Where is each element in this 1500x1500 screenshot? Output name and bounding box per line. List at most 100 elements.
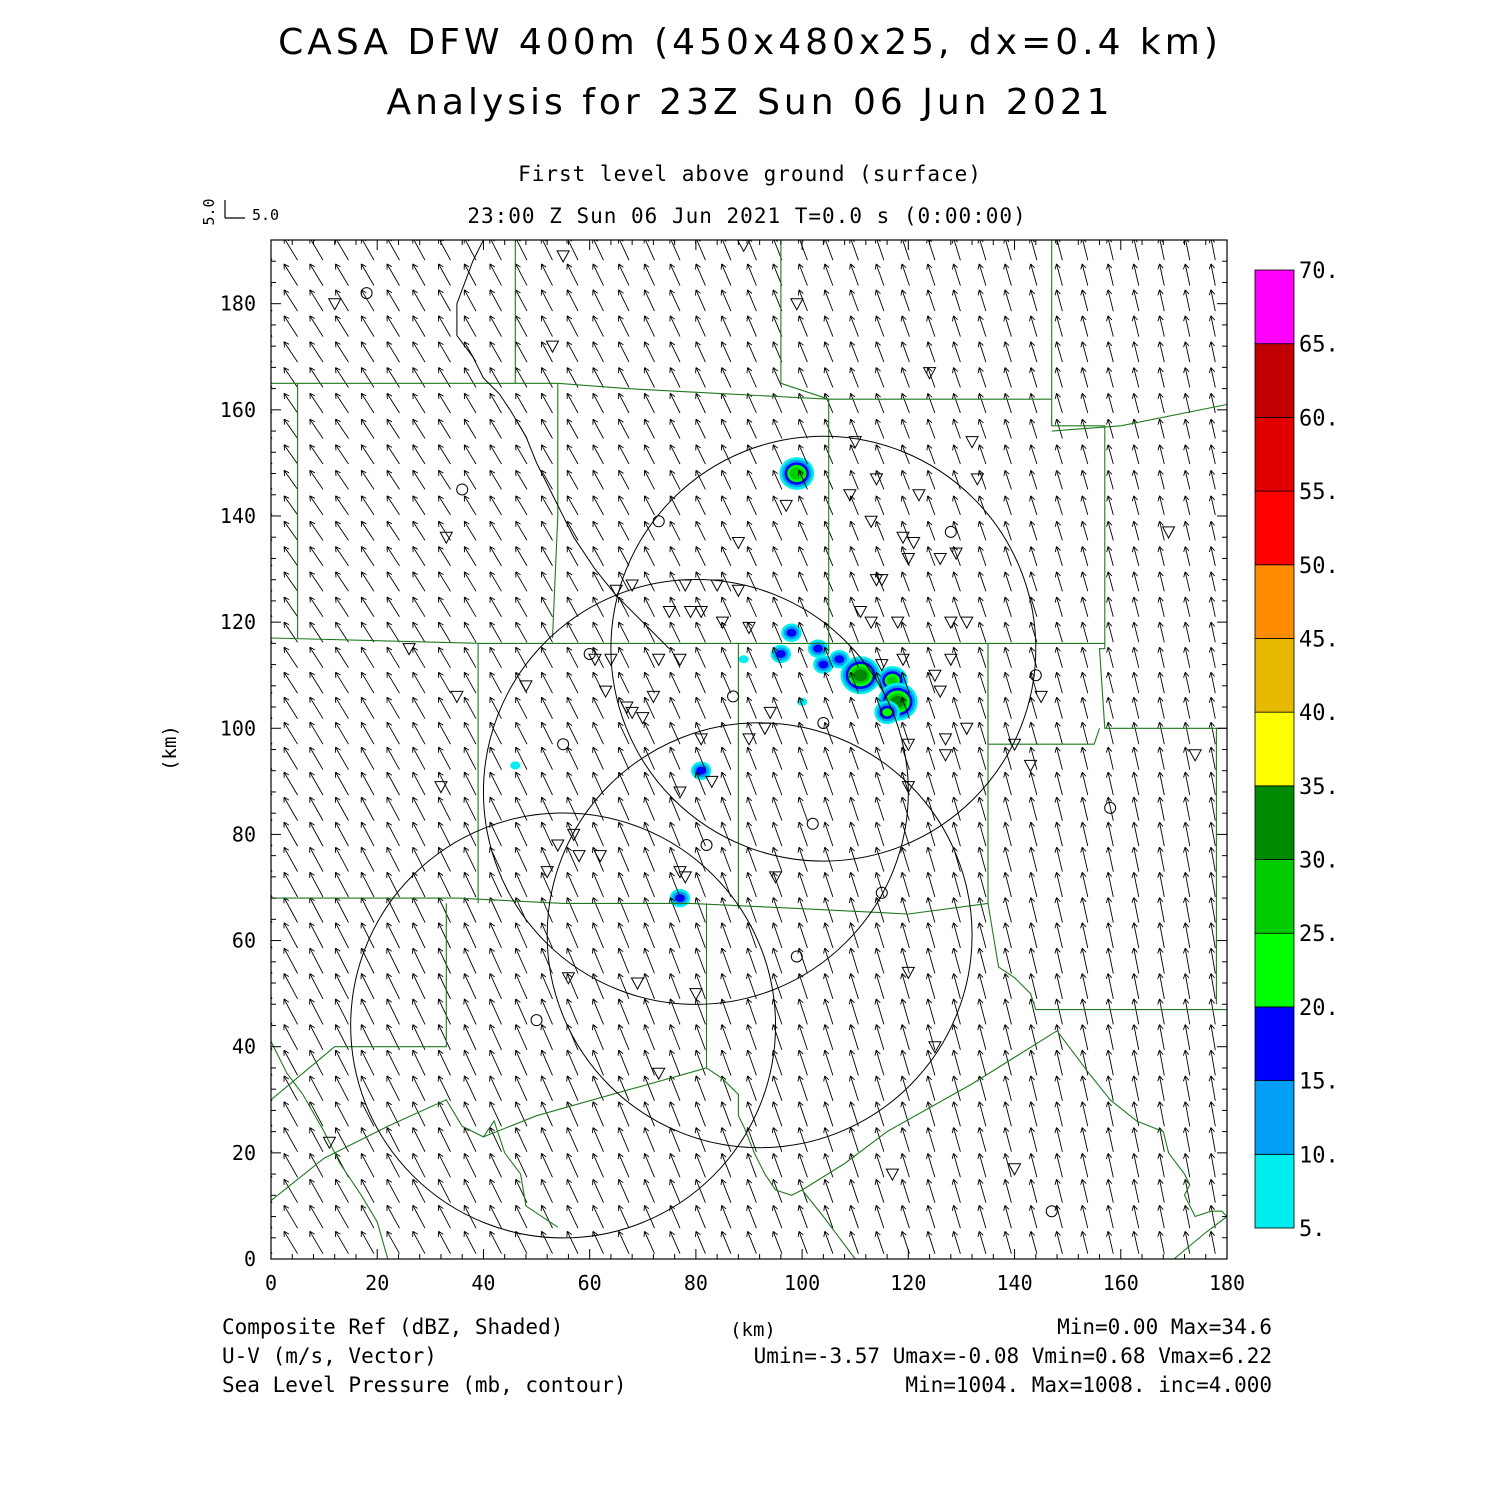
wind-vector — [1028, 1230, 1038, 1254]
wind-vector — [1183, 393, 1191, 414]
wind-vector — [1208, 771, 1216, 796]
wind-vector — [1208, 796, 1216, 821]
wind-vector — [489, 1230, 502, 1254]
wind-vector — [926, 1075, 936, 1101]
wind-vector — [848, 1049, 859, 1076]
wind-vector — [309, 846, 324, 872]
wind-vector — [951, 240, 961, 261]
wind-vector — [1028, 897, 1038, 923]
wind-vector — [540, 1075, 553, 1101]
wind-vector — [848, 973, 859, 1000]
wind-vector — [977, 1178, 987, 1203]
wind-vector — [900, 240, 910, 261]
wind-vector — [309, 1204, 324, 1229]
wind-vector — [1054, 367, 1063, 388]
wind-vector — [1208, 1127, 1216, 1152]
wind-vector — [669, 671, 681, 694]
wind-vector — [900, 947, 910, 974]
wind-vector — [875, 495, 885, 516]
wind-vector — [489, 696, 502, 719]
wind-vector — [1208, 263, 1216, 286]
wind-vector — [1131, 721, 1140, 745]
reflectivity-cell — [691, 761, 712, 780]
wind-vector — [977, 947, 987, 974]
wind-vector — [283, 546, 298, 567]
wind-vector — [771, 1075, 783, 1101]
station-circle — [456, 483, 469, 496]
wind-vector — [694, 947, 706, 974]
wind-vector — [360, 1075, 375, 1102]
wind-vector — [335, 418, 349, 439]
wind-vector — [514, 998, 528, 1025]
wind-vector — [437, 846, 451, 872]
wind-vector — [1131, 444, 1140, 465]
wind-vector — [1208, 846, 1216, 872]
wind-vector — [1157, 520, 1165, 541]
wind-vector — [797, 1075, 808, 1101]
wind-vector — [643, 1049, 655, 1076]
wind-vector — [437, 1230, 451, 1254]
station-triangle — [646, 690, 661, 704]
station-triangle — [1007, 1163, 1022, 1176]
wind-vector — [1208, 872, 1216, 898]
wind-vector — [386, 240, 400, 261]
wind-vector — [335, 341, 349, 363]
wind-vector — [823, 1127, 834, 1152]
station-triangle — [885, 1168, 900, 1182]
reflectivity-contour — [738, 655, 749, 664]
wind-vector — [437, 746, 451, 770]
wind-vector — [875, 392, 885, 414]
wind-vector — [772, 696, 783, 719]
wind-vector — [849, 341, 859, 363]
station-triangle — [550, 839, 565, 853]
wind-vector — [695, 341, 706, 363]
wind-vector — [335, 621, 349, 643]
wind-vector — [437, 1024, 451, 1051]
wind-vector — [437, 1049, 451, 1076]
wind-vector — [1003, 671, 1012, 694]
wind-vector — [798, 495, 808, 516]
wind-vector — [977, 721, 987, 745]
wind-vector — [669, 1153, 681, 1178]
wind-vector — [848, 1024, 859, 1051]
wind-vector — [566, 1075, 579, 1101]
wind-vector — [797, 871, 808, 898]
station-triangle — [970, 473, 985, 486]
wind-vector — [463, 444, 477, 465]
station-triangle — [736, 239, 751, 253]
wind-vector — [771, 897, 783, 923]
wind-vector — [926, 596, 936, 617]
wind-vector — [720, 1127, 732, 1152]
colorbar-swatch — [1254, 859, 1295, 934]
wind-vector — [592, 315, 604, 337]
wind-vector — [695, 289, 706, 312]
wind-vector — [617, 1178, 630, 1203]
wind-vector — [900, 922, 910, 949]
wind-vector — [617, 1204, 630, 1229]
wind-vector — [1157, 1179, 1165, 1203]
wind-vector — [694, 796, 706, 821]
station-circle — [875, 886, 888, 899]
wind-vector — [951, 1101, 961, 1127]
wind-vector — [489, 746, 502, 770]
wind-vector — [1080, 240, 1089, 261]
wind-vector — [798, 546, 808, 567]
wind-vector — [1131, 495, 1140, 516]
wind-vector — [386, 998, 400, 1025]
wind-vector — [438, 671, 451, 694]
wind-vector — [720, 746, 732, 770]
wind-vector — [1003, 1204, 1012, 1229]
wind-vector — [1131, 696, 1140, 719]
wind-vector — [360, 796, 375, 821]
wind-vector — [437, 922, 451, 949]
wind-vector — [271, 894, 273, 898]
wind-vector — [617, 289, 630, 312]
wind-vector — [617, 897, 630, 923]
wind-vector — [1028, 1049, 1038, 1076]
wind-vector — [952, 495, 961, 516]
wind-vector — [771, 771, 783, 796]
wind-vector — [386, 1075, 400, 1102]
wind-vector — [438, 520, 451, 541]
wind-vector — [515, 444, 528, 465]
wind-vector — [335, 392, 349, 414]
